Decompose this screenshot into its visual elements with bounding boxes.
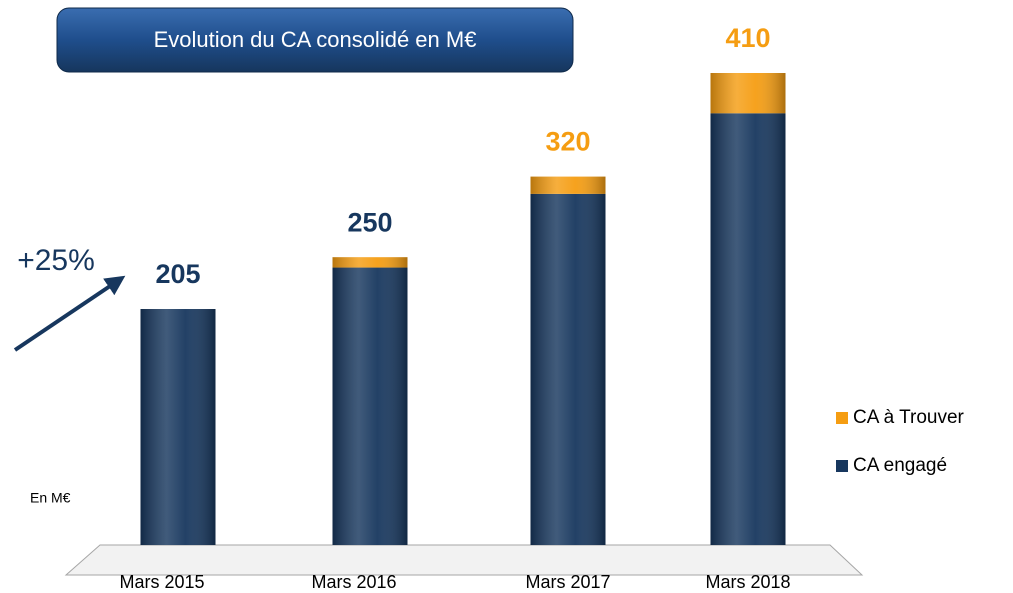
floor [64, 544, 864, 576]
legend-label: CA à Trouver [853, 407, 965, 428]
x-tick-label: Mars 2016 [311, 572, 396, 592]
chart-title: Evolution du CA consolidé en M€ [154, 27, 477, 52]
x-tick-label: Mars 2018 [705, 572, 790, 592]
annotation: +25% [17, 244, 95, 277]
total-label: 250 [347, 207, 392, 237]
x-tick-label: Mars 2017 [525, 572, 610, 592]
bar-shine [710, 73, 786, 545]
total-label: 410 [725, 23, 770, 53]
legend-swatch [836, 460, 848, 472]
bar-shine [140, 309, 216, 545]
bar-shine [332, 257, 408, 545]
unit-note: En M€ [30, 490, 71, 506]
legend-label: CA engagé [853, 455, 947, 476]
bar-shine [530, 176, 606, 546]
legend-swatch [836, 412, 848, 424]
total-label: 320 [545, 127, 590, 157]
x-tick-label: Mars 2015 [119, 572, 204, 592]
total-label: 205 [155, 259, 200, 289]
arrow [13, 275, 126, 352]
title-box [56, 7, 574, 73]
